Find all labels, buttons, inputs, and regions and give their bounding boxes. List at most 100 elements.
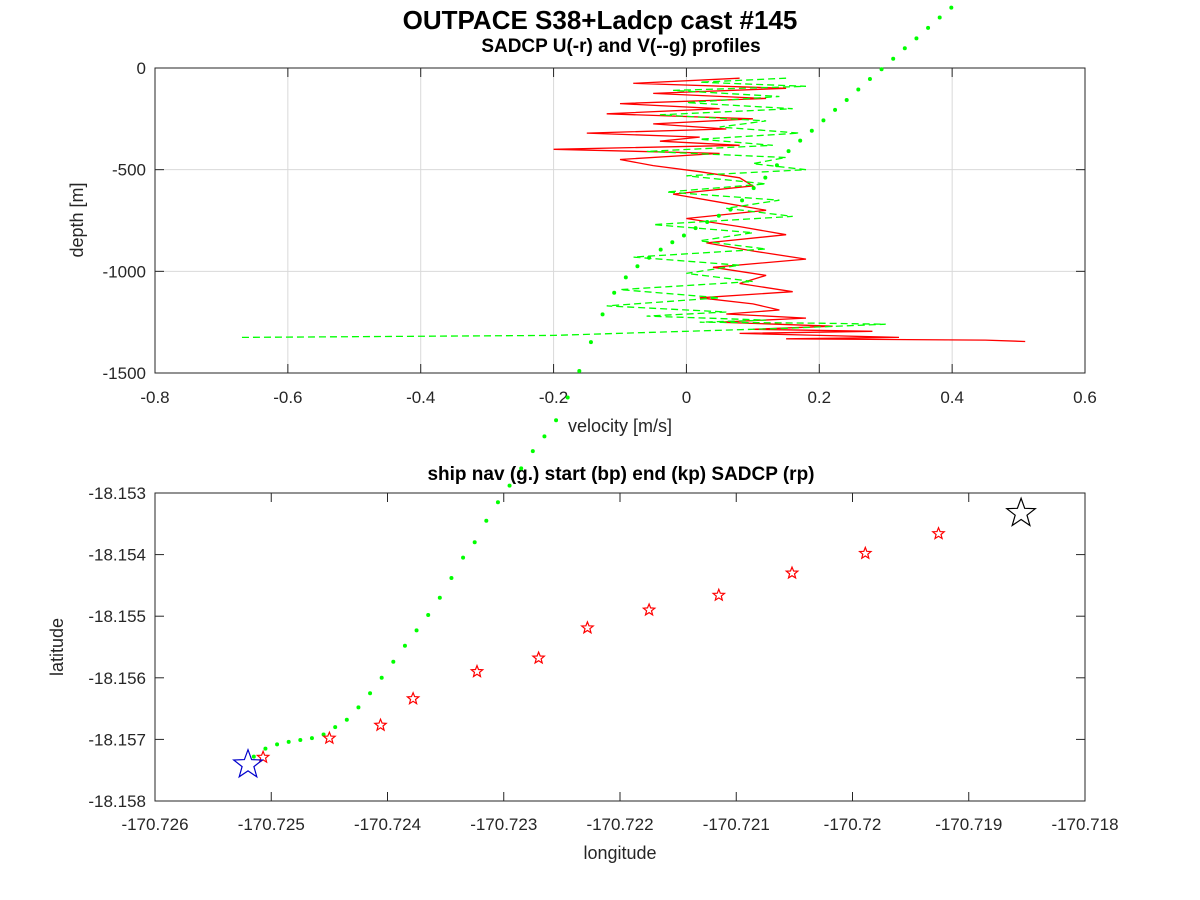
ship-nav-point: [333, 725, 338, 730]
ship-nav-point: [833, 107, 838, 112]
ship-nav-point: [530, 449, 535, 454]
y-tick-label: 0: [137, 59, 146, 78]
ship-nav-point: [263, 746, 268, 751]
ship-nav-point: [821, 118, 826, 123]
y-tick-label: -500: [112, 161, 146, 180]
v-velocity-line: [241, 77, 886, 339]
ship-nav-point: [449, 576, 454, 581]
sadcp-point: [405, 691, 421, 705]
ship-nav-point: [949, 5, 954, 10]
sadcp-point: [469, 663, 485, 678]
ship-nav-point: [914, 36, 919, 41]
sadcp-point: [641, 602, 657, 617]
ship-track-title: ship nav (g.) start (bp) end (kp) SADCP …: [427, 464, 814, 485]
ship-nav-point: [402, 643, 407, 648]
y-tick-label: -18.155: [88, 607, 146, 626]
ship-nav-point: [472, 540, 477, 545]
ship-nav-point: [321, 732, 326, 737]
y-tick-label: -18.158: [88, 792, 146, 811]
ship-nav-point: [798, 138, 803, 143]
x-tick-label: -0.6: [273, 388, 302, 407]
sadcp-point: [711, 587, 727, 602]
ship-nav-point: [867, 77, 872, 82]
velocity-profile-series: [241, 77, 1026, 343]
sadcp-point: [784, 565, 800, 580]
ship-nav-point: [426, 612, 431, 617]
x-tick-label: 0.6: [1073, 388, 1097, 407]
ship-nav-point: [705, 219, 710, 224]
ship-nav-point: [356, 705, 361, 710]
x-tick-label: -0.2: [539, 388, 568, 407]
ship-nav-point: [809, 128, 814, 133]
ship-nav-point: [519, 466, 524, 471]
latitude-axis-label: latitude: [47, 618, 67, 676]
ship-nav-point: [693, 226, 698, 231]
ship-track-axes: ship nav (g.) start (bp) end (kp) SADCP …: [47, 5, 1119, 863]
x-tick-label: 0.2: [807, 388, 831, 407]
sadcp-point: [373, 717, 388, 732]
x-tick-label: -0.4: [406, 388, 435, 407]
ship-nav-point: [286, 739, 291, 744]
ship-track-series: [232, 5, 1037, 779]
sadcp-point: [580, 620, 595, 635]
velocity-profile-title: SADCP U(-r) and V(--g) profiles: [481, 36, 760, 57]
ship-nav-point: [647, 255, 652, 260]
ship-nav-point: [495, 500, 500, 505]
ship-nav-point: [565, 395, 570, 400]
ship-nav-point: [461, 555, 466, 560]
ship-nav-point: [275, 742, 280, 747]
x-tick-label: -170.72: [824, 815, 882, 834]
ship-nav-point: [763, 175, 768, 180]
ship-nav-point: [891, 56, 896, 61]
velocity-x-axis-label: velocity [m/s]: [568, 416, 672, 436]
x-tick-label: -170.724: [354, 815, 421, 834]
ship-nav-point: [298, 738, 303, 743]
ship-track-plot-area: [154, 492, 1086, 802]
x-tick-label: -170.719: [935, 815, 1002, 834]
figure-suptitle: OUTPACE S38+Ladcp cast #145: [403, 5, 798, 35]
x-tick-label: -170.725: [238, 815, 305, 834]
y-tick-label: -1500: [103, 364, 146, 383]
x-tick-label: -170.718: [1051, 815, 1118, 834]
velocity-profile-frame: [154, 67, 1086, 374]
ship-nav-point: [716, 213, 721, 218]
ship-nav-point: [484, 518, 489, 523]
x-tick-label: -170.721: [703, 815, 770, 834]
x-tick-label: -170.726: [121, 815, 188, 834]
sadcp-point: [531, 650, 546, 665]
ship-nav-point: [681, 233, 686, 238]
y-tick-label: -18.153: [88, 484, 146, 503]
longitude-axis-label: longitude: [583, 843, 656, 863]
ship-nav-point: [902, 46, 907, 51]
ship-nav-point: [786, 149, 791, 154]
ship-nav-point: [577, 369, 582, 374]
ship-nav-point: [856, 87, 861, 92]
sadcp-point: [858, 545, 873, 560]
ship-nav-point: [437, 595, 442, 600]
ship-nav-point: [658, 247, 663, 252]
sadcp-point: [931, 526, 946, 540]
ship-nav-point: [309, 736, 314, 741]
y-tick-label: -18.156: [88, 669, 146, 688]
x-tick-label: -0.8: [140, 388, 169, 407]
x-tick-label: 0.4: [940, 388, 964, 407]
ship-nav-point: [600, 312, 605, 317]
ship-nav-point: [344, 717, 349, 722]
ship-nav-point: [740, 198, 745, 203]
ship-nav-point: [414, 628, 419, 633]
ship-nav-point: [507, 483, 512, 488]
ship-nav-point: [844, 97, 849, 102]
ship-nav-point: [751, 186, 756, 191]
ship-nav-point: [612, 290, 617, 295]
velocity-profile-axes: SADCP U(-r) and V(--g) profiles -0.8 -0.6…: [67, 36, 1097, 436]
x-tick-label: 0: [682, 388, 691, 407]
sadcp-point: [322, 730, 337, 745]
ship-nav-point: [774, 163, 779, 168]
ship-nav-point: [728, 207, 733, 212]
ship-nav-point: [391, 659, 396, 664]
velocity-y-axis-label: depth [m]: [67, 182, 87, 257]
ship-nav-point: [251, 754, 256, 759]
x-tick-label: -170.723: [470, 815, 537, 834]
velocity-profile-plot-area: [154, 67, 1086, 374]
